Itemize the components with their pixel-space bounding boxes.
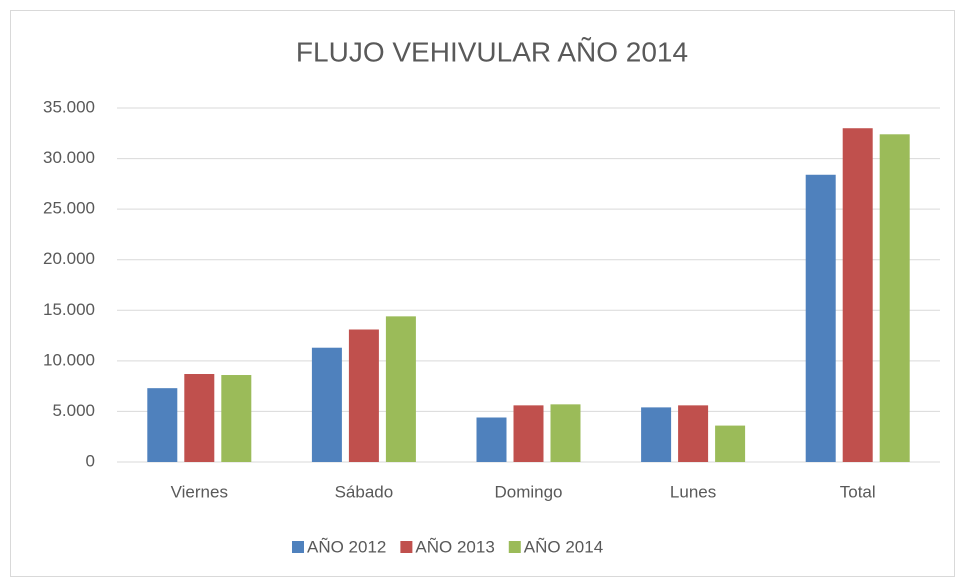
y-tick-label: 35.000 — [43, 97, 95, 116]
bar — [385, 316, 416, 462]
bar — [184, 374, 215, 462]
bar — [678, 405, 709, 462]
y-tick-label: 30.000 — [43, 148, 95, 167]
bar — [879, 134, 910, 462]
y-tick-label: 25.000 — [43, 199, 95, 218]
bar — [805, 174, 836, 463]
legend-label: AÑO 2012 — [307, 537, 386, 556]
x-tick-label: Total — [840, 482, 876, 501]
y-tick-label: 5.000 — [52, 401, 95, 420]
x-tick-label: Viernes — [171, 482, 228, 501]
bar — [513, 405, 544, 462]
legend-label: AÑO 2013 — [415, 537, 494, 556]
bar — [147, 388, 178, 462]
y-tick-label: 20.000 — [43, 249, 95, 268]
chart-frame — [10, 10, 955, 577]
bar — [221, 375, 252, 462]
y-tick-label: 0 — [86, 451, 95, 470]
bar — [842, 128, 873, 462]
legend-swatch — [292, 541, 304, 553]
y-tick-label: 15.000 — [43, 300, 95, 319]
legend-swatch — [508, 541, 521, 553]
bar — [715, 425, 746, 462]
x-tick-label: Lunes — [670, 482, 716, 501]
chart-title: FLUJO VEHIVULAR AÑO 2014 — [296, 36, 688, 67]
bar — [641, 407, 672, 462]
bar — [476, 417, 507, 462]
legend-swatch — [400, 541, 413, 553]
bar — [348, 329, 379, 462]
bar — [311, 347, 342, 462]
x-tick-label: Sábado — [335, 482, 394, 501]
legend-label: AÑO 2014 — [524, 537, 603, 556]
bar — [550, 404, 581, 462]
y-tick-label: 10.000 — [43, 350, 95, 369]
x-tick-label: Domingo — [494, 482, 562, 501]
